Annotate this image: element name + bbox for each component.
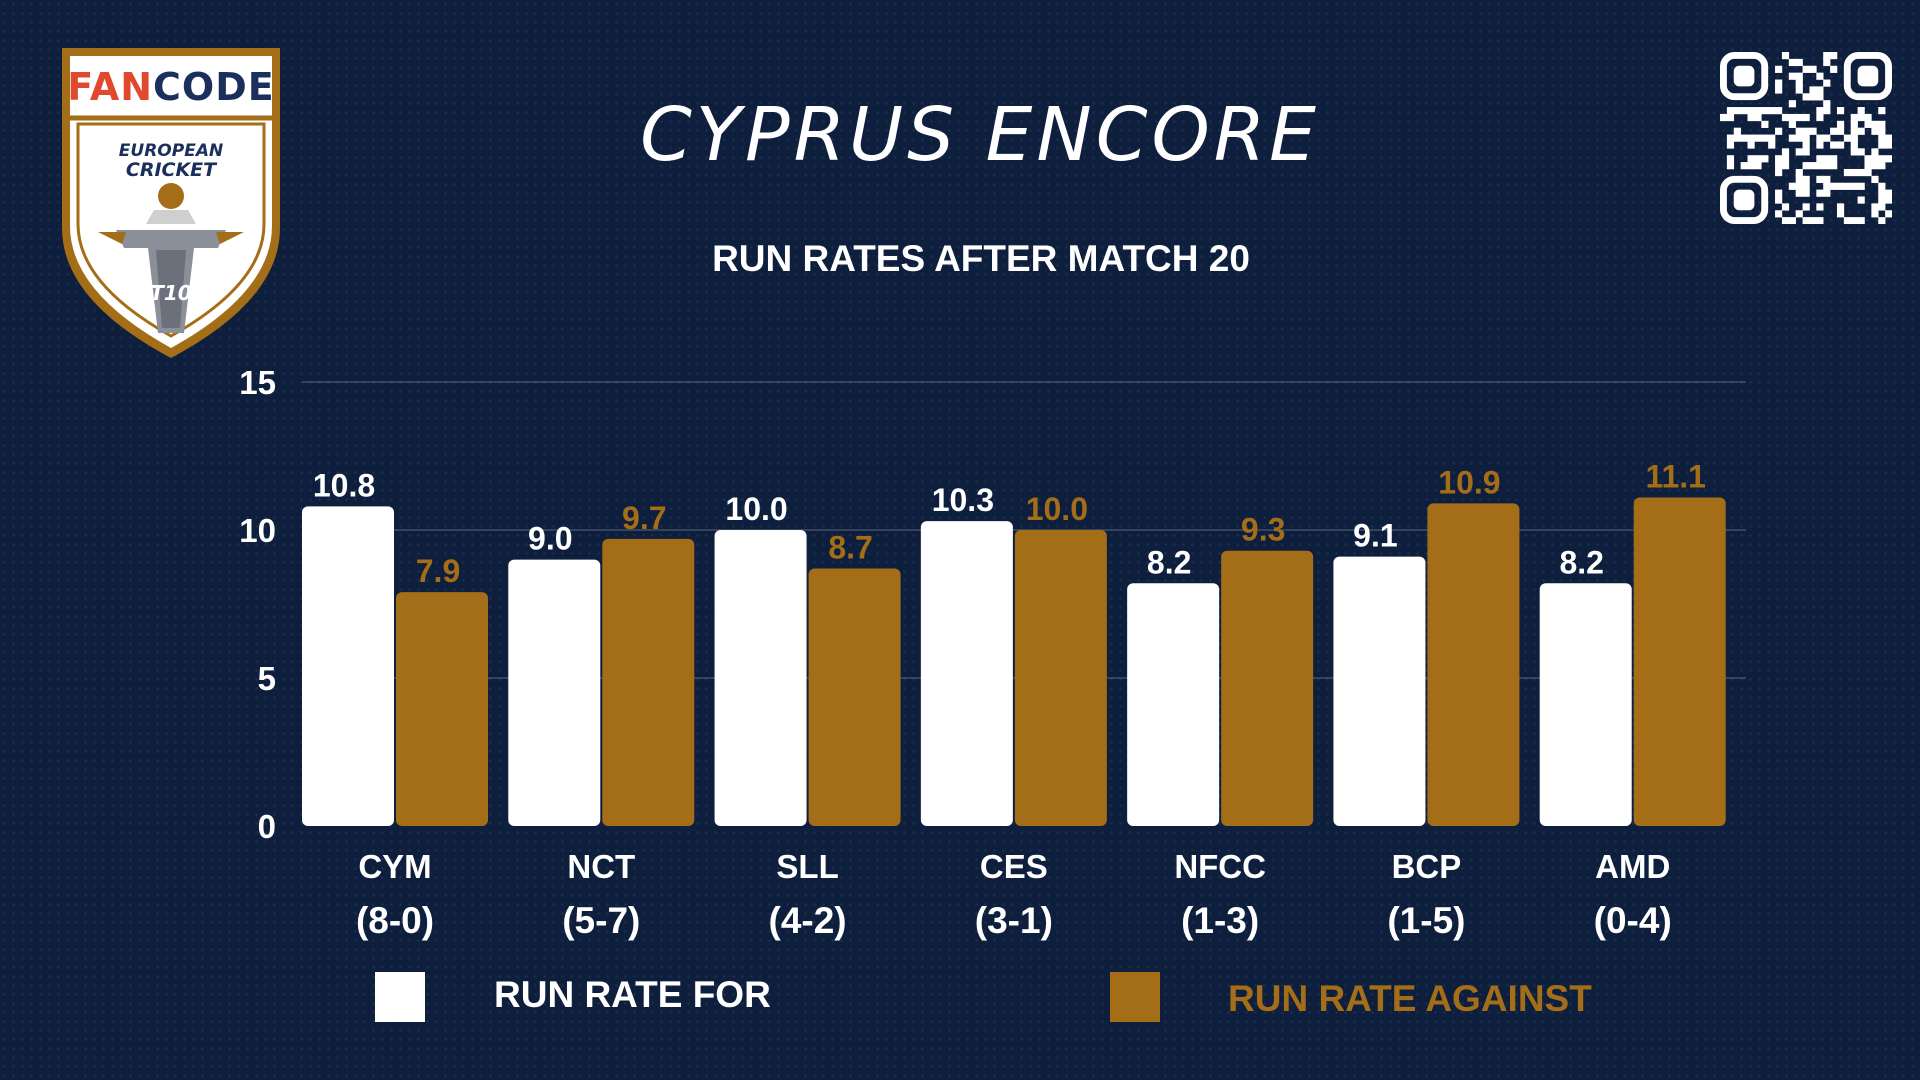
data-label-amd-against: 11.1: [1645, 458, 1706, 494]
bar-cym-for: [302, 506, 394, 826]
x-tick-label-nct: NCT: [567, 848, 635, 885]
legend-swatch-against: [1110, 972, 1160, 1022]
x-tick-record-sll: (4-2): [769, 900, 847, 941]
y-tick-label-0: 0: [258, 808, 276, 845]
bar-amd-for: [1539, 583, 1632, 826]
data-label-bcp-for: 9.1: [1353, 518, 1397, 554]
data-label-nfcc-for: 8.2: [1147, 544, 1191, 580]
qr-code-icon: [1720, 52, 1892, 224]
bar-nfcc-for: [1127, 583, 1220, 826]
x-tick-label-bcp: BCP: [1392, 848, 1462, 885]
y-tick-label-15: 15: [239, 364, 276, 401]
logo-badge: T10: [150, 281, 192, 305]
svg-text:FANCODE: FANCODE: [67, 65, 275, 109]
bar-nct-for: [508, 559, 601, 826]
x-tick-label-ces: CES: [980, 848, 1048, 885]
legend-label-against: RUN RATE AGAINST: [1228, 978, 1592, 1019]
logo-line2: CRICKET: [126, 159, 218, 181]
x-tick-record-bcp: (1-5): [1387, 900, 1465, 941]
data-label-bcp-against: 10.9: [1438, 464, 1500, 500]
data-label-ces-against: 10.0: [1026, 491, 1088, 527]
x-tick-label-sll: SLL: [776, 848, 838, 885]
legend-label-for: RUN RATE FOR: [494, 974, 771, 1015]
data-label-amd-for: 8.2: [1559, 544, 1603, 580]
fancode-european-cricket-logo: FANCODE EUROPEAN CRICKET T10: [62, 48, 280, 358]
y-tick-label-5: 5: [258, 660, 276, 697]
bar-nfcc-against: [1221, 550, 1314, 826]
x-tick-label-amd: AMD: [1595, 848, 1670, 885]
x-tick-record-nfcc: (1-3): [1181, 900, 1259, 941]
data-label-nct-against: 9.7: [622, 500, 666, 536]
data-label-nct-for: 9.0: [528, 521, 572, 557]
data-label-ces-for: 10.3: [932, 482, 994, 518]
data-label-cym-for: 10.8: [313, 467, 375, 503]
bar-ces-against: [1014, 530, 1107, 826]
legend-swatch-for: [375, 972, 425, 1022]
data-label-sll-for: 10.0: [725, 491, 787, 527]
bar-ces-for: [920, 521, 1013, 826]
x-tick-label-nfcc: NFCC: [1174, 848, 1266, 885]
logo-line1: EUROPEAN: [119, 141, 223, 161]
bar-sll-for: [714, 530, 807, 826]
x-tick-label-cym: CYM: [358, 848, 431, 885]
logo-brand-fan: FAN: [67, 65, 153, 109]
logo-brand-code: CODE: [153, 65, 275, 109]
chart-subtitle: RUN RATES AFTER MATCH 20: [712, 238, 1250, 279]
data-label-sll-against: 8.7: [828, 529, 872, 565]
x-tick-record-cym: (8-0): [356, 900, 434, 941]
cricket-ball-icon: [158, 183, 184, 209]
bar-bcp-against: [1427, 503, 1520, 826]
x-tick-record-nct: (5-7): [562, 900, 640, 941]
x-tick-record-amd: (0-4): [1594, 900, 1672, 941]
page-title: CYPRUS ENCORE: [640, 92, 1320, 178]
y-tick-label-10: 10: [239, 512, 276, 549]
bar-cym-against: [396, 592, 488, 826]
bar-bcp-for: [1333, 556, 1426, 826]
bar-amd-against: [1633, 497, 1726, 826]
data-label-nfcc-against: 9.3: [1241, 512, 1285, 548]
x-tick-record-ces: (3-1): [975, 900, 1053, 941]
bar-sll-against: [808, 568, 901, 826]
bar-nct-against: [602, 538, 695, 826]
data-label-cym-against: 7.9: [416, 553, 460, 589]
